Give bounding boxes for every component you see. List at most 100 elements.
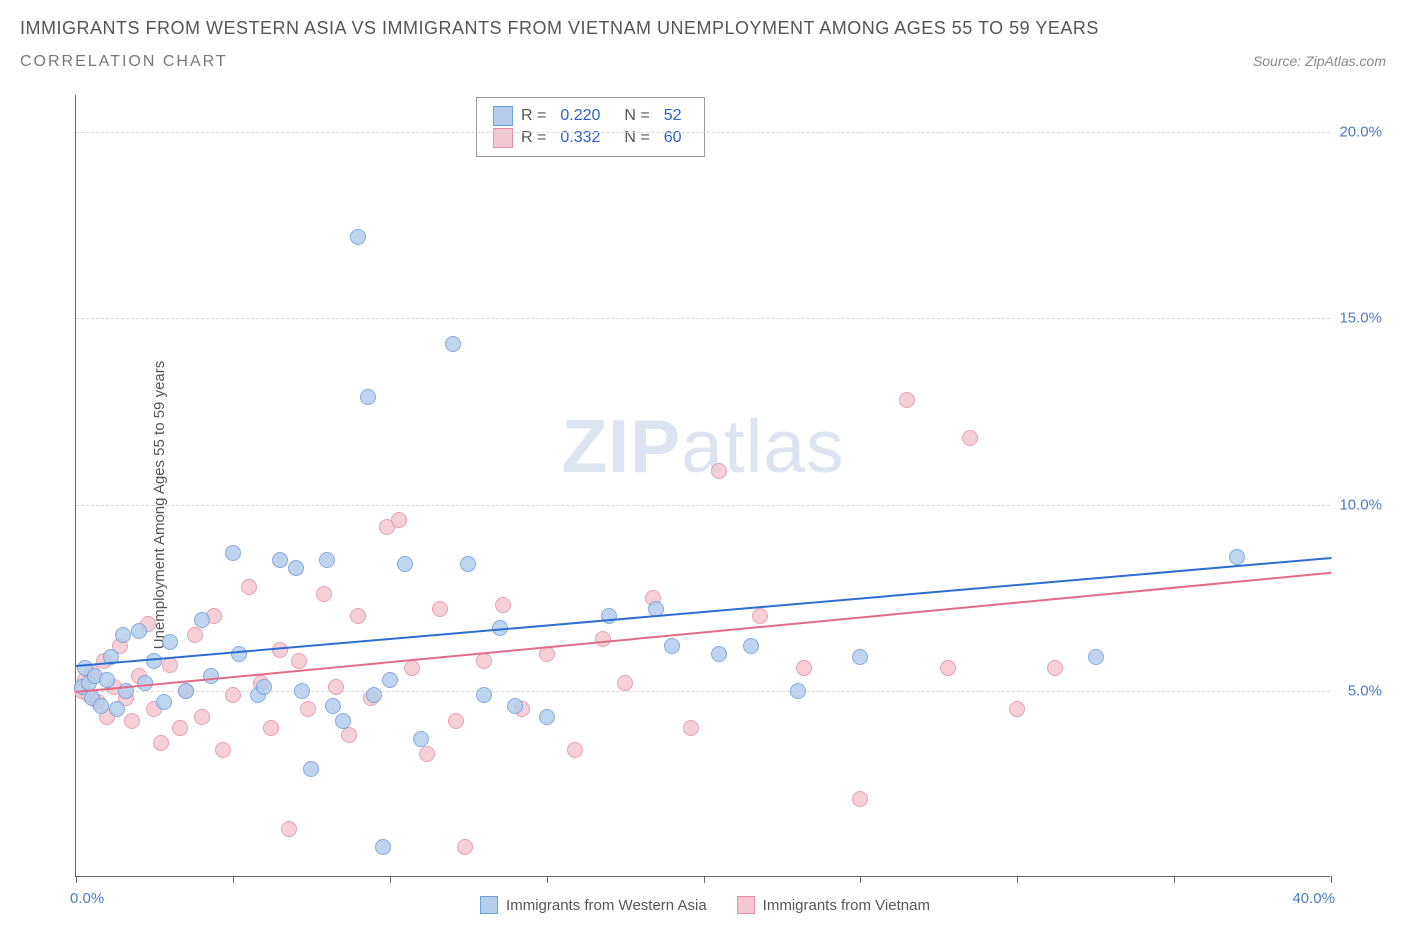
data-point <box>664 638 680 654</box>
data-point <box>790 683 806 699</box>
x-tick <box>1331 876 1332 883</box>
trend-line <box>76 572 1331 693</box>
legend-r-label: R = <box>521 107 546 125</box>
x-tick-label: 40.0% <box>1292 890 1335 907</box>
data-point <box>743 638 759 654</box>
data-point <box>711 463 727 479</box>
data-point <box>683 720 699 736</box>
x-tick <box>233 876 234 883</box>
data-point <box>281 821 297 837</box>
data-point <box>601 608 617 624</box>
series-legend: Immigrants from Western Asia Immigrants f… <box>480 896 930 914</box>
data-point <box>272 552 288 568</box>
data-point <box>375 839 391 855</box>
data-point <box>1009 701 1025 717</box>
data-point <box>457 839 473 855</box>
data-point <box>225 545 241 561</box>
legend-swatch <box>737 896 755 914</box>
data-point <box>303 761 319 777</box>
data-point <box>194 709 210 725</box>
data-point <box>153 735 169 751</box>
data-point <box>711 646 727 662</box>
data-point <box>1088 649 1104 665</box>
data-point <box>1229 549 1245 565</box>
data-point <box>319 552 335 568</box>
data-point <box>124 713 140 729</box>
legend-row: R =0.332N =60 <box>493 128 688 148</box>
data-point <box>1047 660 1063 676</box>
legend-label: Immigrants from Vietnam <box>763 897 930 914</box>
data-point <box>432 601 448 617</box>
data-point <box>263 720 279 736</box>
x-tick <box>704 876 705 883</box>
data-point <box>172 720 188 736</box>
data-point <box>962 430 978 446</box>
data-point <box>215 742 231 758</box>
data-point <box>752 608 768 624</box>
trend-line <box>76 557 1331 667</box>
data-point <box>507 698 523 714</box>
legend-item: Immigrants from Western Asia <box>480 896 707 914</box>
data-point <box>203 668 219 684</box>
data-point <box>300 701 316 717</box>
legend-n-label: N = <box>624 107 649 125</box>
data-point <box>391 512 407 528</box>
data-point <box>316 586 332 602</box>
gridline <box>76 505 1330 506</box>
legend-swatch <box>493 128 513 148</box>
gridline <box>76 132 1330 133</box>
data-point <box>382 672 398 688</box>
data-point <box>93 698 109 714</box>
data-point <box>115 627 131 643</box>
data-point <box>495 597 511 613</box>
data-point <box>241 579 257 595</box>
watermark: ZIPatlas <box>561 403 844 489</box>
data-point <box>940 660 956 676</box>
x-tick-label: 0.0% <box>70 890 104 907</box>
x-tick <box>390 876 391 883</box>
plot-area: ZIPatlas R = 0.220 N = 52 R =0.332N =60 <box>75 95 1330 877</box>
data-point <box>448 713 464 729</box>
data-point <box>178 683 194 699</box>
data-point <box>899 392 915 408</box>
chart-title: IMMIGRANTS FROM WESTERN ASIA VS IMMIGRAN… <box>20 18 1386 39</box>
data-point <box>131 623 147 639</box>
data-point <box>617 675 633 691</box>
data-point <box>419 746 435 762</box>
data-point <box>187 627 203 643</box>
data-point <box>413 731 429 747</box>
data-point <box>360 389 376 405</box>
legend-r-value: 0.220 <box>560 107 600 125</box>
data-point <box>231 646 247 662</box>
gridline <box>76 318 1330 319</box>
data-point <box>567 742 583 758</box>
data-point <box>476 653 492 669</box>
data-point <box>796 660 812 676</box>
legend-swatch <box>480 896 498 914</box>
y-tick-label: 10.0% <box>1339 496 1382 513</box>
data-point <box>476 687 492 703</box>
data-point <box>288 560 304 576</box>
chart-subtitle: CORRELATION CHART <box>20 53 228 71</box>
source-attribution: Source: ZipAtlas.com <box>1253 53 1386 69</box>
legend-label: Immigrants from Western Asia <box>506 897 707 914</box>
data-point <box>99 672 115 688</box>
data-point <box>460 556 476 572</box>
data-point <box>539 709 555 725</box>
data-point <box>397 556 413 572</box>
y-tick-label: 15.0% <box>1339 310 1382 327</box>
data-point <box>325 698 341 714</box>
data-point <box>225 687 241 703</box>
data-point <box>162 634 178 650</box>
data-point <box>146 653 162 669</box>
x-tick <box>1174 876 1175 883</box>
x-tick <box>860 876 861 883</box>
data-point <box>445 336 461 352</box>
legend-row: R = 0.220 N = 52 <box>493 106 688 126</box>
correlation-legend: R = 0.220 N = 52 R =0.332N =60 <box>476 97 705 157</box>
legend-n-value: 52 <box>664 107 682 125</box>
data-point <box>328 679 344 695</box>
data-point <box>366 687 382 703</box>
data-point <box>156 694 172 710</box>
legend-swatch <box>493 106 513 126</box>
